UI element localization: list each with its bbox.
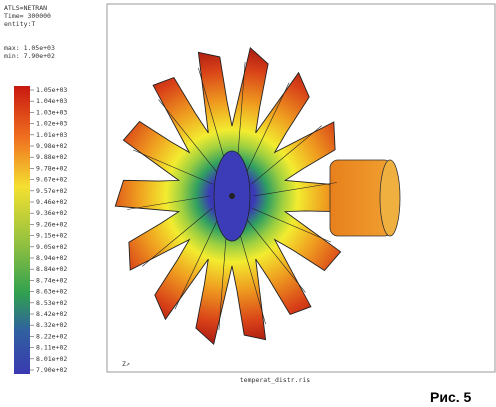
legend-label: 8.32e+02 <box>36 321 67 329</box>
legend-label: 1.05e+03 <box>36 86 67 94</box>
legend-label: 9.26e+02 <box>36 220 67 228</box>
hub-center <box>229 193 235 199</box>
legend-label: 9.88e+02 <box>36 153 67 161</box>
header-line: Time= 300000 <box>4 12 51 20</box>
legend-label: 1.04e+03 <box>36 97 67 105</box>
legend-label: 9.46e+02 <box>36 198 67 206</box>
legend-label: 8.74e+02 <box>36 276 67 284</box>
file-name: temperat_distr.ris <box>240 376 311 384</box>
header-line: entity:T <box>4 20 35 28</box>
min-value: min: 7.90e+02 <box>4 52 55 60</box>
legend-label: 8.84e+02 <box>36 265 67 273</box>
legend-label: 8.11e+02 <box>36 344 67 352</box>
legend-label: 9.78e+02 <box>36 164 67 172</box>
legend-label: 9.36e+02 <box>36 209 67 217</box>
legend-label: 8.42e+02 <box>36 310 67 318</box>
header-line: ATLS=NETRAN <box>4 4 47 12</box>
legend-label: 9.67e+02 <box>36 176 67 184</box>
legend-label: 1.02e+03 <box>36 120 67 128</box>
legend-label: 8.22e+02 <box>36 332 67 340</box>
figure-caption: Рис. 5 <box>430 389 472 405</box>
legend-label: 9.57e+02 <box>36 187 67 195</box>
legend-label: 9.98e+02 <box>36 142 67 150</box>
screen: ATLS=NETRANTime= 300000entity:T max: 1.05… <box>0 0 496 407</box>
legend-label: 8.53e+02 <box>36 299 67 307</box>
hub-end <box>380 160 400 236</box>
color-bar <box>14 86 30 374</box>
legend-label: 8.63e+02 <box>36 288 67 296</box>
legend-label: 9.05e+02 <box>36 243 67 251</box>
legend-label: 8.01e+02 <box>36 355 67 363</box>
legend-label: 9.15e+02 <box>36 232 67 240</box>
legend-label: 8.94e+02 <box>36 254 67 262</box>
legend-label: 7.90e+02 <box>36 366 67 374</box>
legend-label: 1.01e+03 <box>36 131 67 139</box>
axis-triad: Z↗ <box>122 360 130 368</box>
max-value: max: 1.05e+03 <box>4 44 55 52</box>
legend-label: 1.03e+03 <box>36 108 67 116</box>
